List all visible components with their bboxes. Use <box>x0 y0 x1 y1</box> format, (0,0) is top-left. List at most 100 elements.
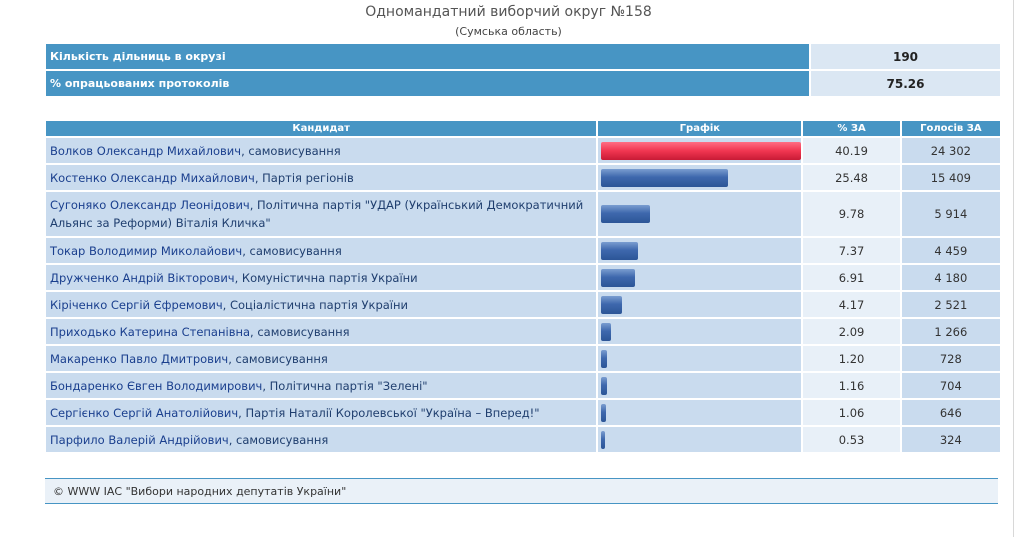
vote-percent: 25.48 <box>803 165 900 190</box>
vote-percent: 1.06 <box>803 400 900 425</box>
candidate-name: Сергієнко Сергій Анатолійович <box>50 405 239 420</box>
vote-share-bar <box>601 168 729 187</box>
candidate-name: Сугоняко Олександр Леонідович <box>50 198 250 212</box>
candidate-name: Приходько Катерина Степанівна <box>50 324 251 339</box>
vote-share-bar <box>601 322 612 341</box>
graph-cell <box>598 138 802 163</box>
candidate-cell: Кіріченко Сергій Єфремович, Соціалістичн… <box>46 292 597 317</box>
candidate-name: Макаренко Павло Дмитрович <box>50 351 229 366</box>
candidate-cell: Макаренко Павло Дмитрович, самовисування <box>46 346 597 371</box>
candidate-cell: Сугоняко Олександр Леонідович, Політична… <box>46 192 597 236</box>
vote-share-bar <box>601 430 606 449</box>
vote-count: 646 <box>901 400 1000 425</box>
candidate-name: Дружченко Андрій Вікторович <box>50 270 235 285</box>
candidate-cell: Сергієнко Сергій Анатолійович, Партія На… <box>46 400 597 425</box>
graph-cell <box>598 319 802 344</box>
candidate-cell: Парфило Валерій Андрійович, самовисуванн… <box>46 427 597 452</box>
candidate-cell: Приходько Катерина Степанівна, самовисув… <box>46 319 597 344</box>
vote-count: 15 409 <box>901 165 1000 190</box>
candidate-name: Кіріченко Сергій Єфремович <box>50 297 223 312</box>
candidate-cell: Волков Олександр Михайлович, самовисуван… <box>46 138 597 163</box>
candidate-affiliation: , самовисування <box>242 243 342 258</box>
graph-cell <box>598 427 802 452</box>
column-header-votes: Голосів ЗА <box>901 121 1000 136</box>
candidate-row: Сергієнко Сергій Анатолійович, Партія На… <box>46 400 1000 425</box>
vote-share-bar <box>601 376 608 395</box>
candidate-affiliation: , самовисування <box>228 432 329 447</box>
candidate-affiliation: , самовисування <box>250 324 350 339</box>
graph-cell <box>598 238 802 263</box>
vote-percent: 1.20 <box>803 346 900 371</box>
column-header-graph: Графік <box>598 121 802 136</box>
summary-value: 75.26 <box>811 71 1000 96</box>
vote-count: 5 914 <box>901 192 1000 236</box>
vote-share-bar <box>601 205 651 223</box>
candidate-row: Волков Олександр Михайлович, самовисуван… <box>46 138 1000 163</box>
vote-count: 2 521 <box>901 292 1000 317</box>
column-header-candidate: Кандидат <box>46 121 597 136</box>
candidate-row: Бондаренко Євген Володимирович, Політичн… <box>46 373 1000 398</box>
summary-label: Кількість дільниць в окрузі <box>46 44 809 69</box>
candidate-affiliation: , Політична партія "Зелені" <box>262 378 428 393</box>
column-header-percent: % ЗА <box>803 121 900 136</box>
vote-percent: 1.16 <box>803 373 900 398</box>
vote-percent: 7.37 <box>803 238 900 263</box>
candidate-affiliation: , Соціалістична партія України <box>222 297 408 312</box>
candidate-affiliation: , самовисування <box>241 143 341 158</box>
graph-cell <box>598 400 802 425</box>
graph-cell <box>598 292 802 317</box>
candidate-affiliation: , Партія Наталії Королевської "Україна –… <box>238 405 540 420</box>
candidate-cell: Дружченко Андрій Вікторович, Комуністичн… <box>46 265 597 290</box>
vote-percent: 0.53 <box>803 427 900 452</box>
vote-share-bar <box>601 295 623 314</box>
graph-cell <box>598 265 802 290</box>
candidate-cell: Бондаренко Євген Володимирович, Політичн… <box>46 373 597 398</box>
candidate-row: Макаренко Павло Дмитрович, самовисування… <box>46 346 1000 371</box>
vote-count: 324 <box>901 427 1000 452</box>
page-title: Одномандатний виборчий округ №158 <box>365 4 652 20</box>
vote-percent: 40.19 <box>803 138 900 163</box>
summary-label: % опрацьованих протоколів <box>46 71 809 96</box>
vote-count: 24 302 <box>901 138 1000 163</box>
summary-value: 190 <box>811 44 1000 69</box>
candidate-affiliation: , Партія регіонів <box>254 170 354 185</box>
results-table: Кандидат Графік % ЗА Голосів ЗА Волков О… <box>44 119 1002 454</box>
candidate-row: Кіріченко Сергій Єфремович, Соціалістичн… <box>46 292 1000 317</box>
vote-percent: 4.17 <box>803 292 900 317</box>
candidate-row: Дружченко Андрій Вікторович, Комуністичн… <box>46 265 1000 290</box>
candidate-cell: Токар Володимир Миколайович, самовисуван… <box>46 238 597 263</box>
vote-count: 728 <box>901 346 1000 371</box>
vote-share-bar <box>601 141 802 160</box>
graph-cell <box>598 192 802 236</box>
vote-count: 704 <box>901 373 1000 398</box>
graph-cell <box>598 346 802 371</box>
candidate-affiliation: , Політична партія "УДАР (Український Де… <box>50 198 584 230</box>
graph-cell <box>598 373 802 398</box>
candidate-name: Волков Олександр Михайлович <box>50 143 242 158</box>
vote-count: 4 459 <box>901 238 1000 263</box>
vote-share-bar <box>601 349 608 368</box>
footer-copyright: © WWW ІАС "Вибори народних депутатів Укр… <box>45 478 998 504</box>
candidate-row: Сугоняко Олександр Леонідович, Політична… <box>46 192 1000 236</box>
results-header-row: Кандидат Графік % ЗА Голосів ЗА <box>46 121 1000 136</box>
candidate-row: Приходько Катерина Степанівна, самовисув… <box>46 319 1000 344</box>
summary-row: Кількість дільниць в окрузі 190 <box>46 44 1000 69</box>
candidate-row: Парфило Валерій Андрійович, самовисуванн… <box>46 427 1000 452</box>
candidate-name: Костенко Олександр Михайлович <box>50 170 255 185</box>
results-body: Волков Олександр Михайлович, самовисуван… <box>46 138 1000 452</box>
candidate-name: Парфило Валерій Андрійович <box>50 432 229 447</box>
candidate-cell: Костенко Олександр Михайлович, Партія ре… <box>46 165 597 190</box>
candidate-row: Токар Володимир Миколайович, самовисуван… <box>46 238 1000 263</box>
candidate-name: Токар Володимир Миколайович <box>50 243 243 258</box>
page-border <box>1013 0 1014 537</box>
vote-percent: 6.91 <box>803 265 900 290</box>
candidate-affiliation: , самовисування <box>228 351 328 366</box>
page-subtitle: (Сумська область) <box>455 25 562 38</box>
vote-count: 1 266 <box>901 319 1000 344</box>
candidate-name: Бондаренко Євген Володимирович <box>50 378 263 393</box>
vote-share-bar <box>601 268 636 287</box>
vote-count: 4 180 <box>901 265 1000 290</box>
vote-percent: 2.09 <box>803 319 900 344</box>
vote-share-bar <box>601 241 639 260</box>
candidate-affiliation: , Комуністична партія України <box>234 270 418 285</box>
